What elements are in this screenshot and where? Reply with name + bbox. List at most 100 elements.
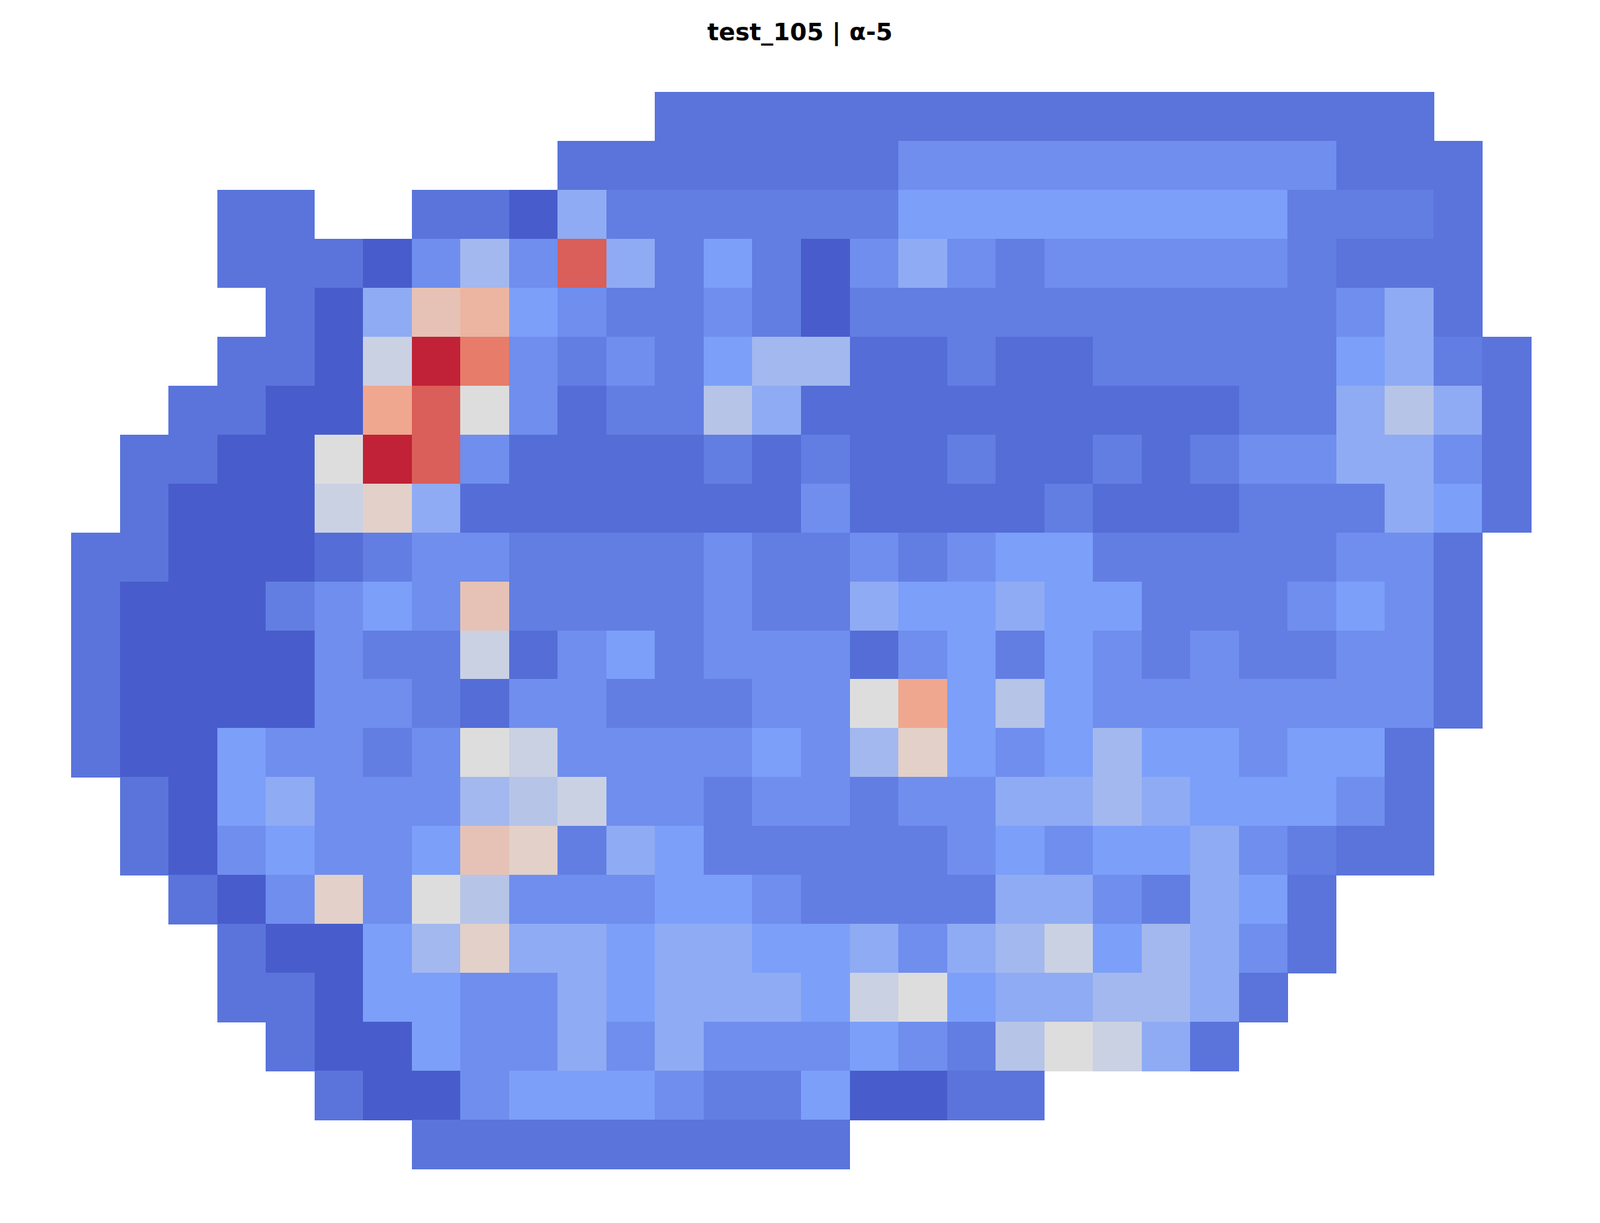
heatmap-cell — [411, 776, 461, 827]
heatmap-cell — [1044, 923, 1094, 974]
heatmap-cell — [801, 385, 850, 436]
heatmap-cell — [1287, 189, 1337, 240]
heatmap-cell — [217, 385, 267, 436]
heatmap-cell — [898, 630, 948, 681]
heatmap-cell — [898, 336, 948, 387]
heatmap-cell — [411, 336, 461, 387]
heatmap-cell — [217, 630, 267, 681]
heatmap-cell — [995, 923, 1045, 974]
heatmap-cell — [411, 287, 461, 338]
heatmap-cell — [606, 483, 656, 534]
heatmap-cell — [1044, 825, 1094, 876]
heatmap-cell — [1433, 189, 1483, 240]
heatmap-cell — [703, 385, 753, 436]
heatmap-cell — [509, 923, 559, 974]
heatmap-cell — [362, 776, 412, 827]
heatmap-cell — [265, 923, 315, 974]
heatmap-cell — [1384, 483, 1434, 534]
heatmap-cell — [703, 678, 753, 729]
heatmap-cell — [362, 336, 412, 387]
heatmap-cell — [509, 238, 559, 289]
heatmap-cell — [1384, 581, 1434, 632]
heatmap-cell — [314, 581, 364, 632]
heatmap-cell — [314, 532, 364, 583]
heatmap-cell — [995, 678, 1045, 729]
heatmap-cell — [1092, 189, 1142, 240]
heatmap-cell — [411, 1119, 461, 1170]
heatmap-cell — [1141, 923, 1191, 974]
heatmap-cell — [411, 923, 461, 974]
heatmap-cell — [557, 483, 607, 534]
heatmap-cell — [265, 581, 315, 632]
heatmap-cell — [1190, 1021, 1240, 1072]
heatmap-cell — [801, 678, 850, 729]
heatmap-cell — [1287, 483, 1337, 534]
heatmap-cell — [752, 1021, 802, 1072]
heatmap-cell — [752, 287, 802, 338]
heatmap-cell — [314, 825, 364, 876]
heatmap-cell — [849, 91, 899, 142]
heatmap-cell — [752, 727, 802, 778]
heatmap-cell — [995, 189, 1045, 240]
heatmap-cell — [1044, 972, 1094, 1023]
heatmap-cell — [654, 385, 704, 436]
heatmap-cell — [509, 287, 559, 338]
heatmap-cell — [1141, 630, 1191, 681]
heatmap-cell — [1384, 385, 1434, 436]
heatmap-cell — [168, 385, 218, 436]
heatmap-cell — [752, 483, 802, 534]
heatmap-cell — [314, 287, 364, 338]
heatmap-cell — [509, 434, 559, 485]
heatmap-cell — [1044, 776, 1094, 827]
heatmap-cell — [1044, 727, 1094, 778]
heatmap-cell — [606, 581, 656, 632]
heatmap-cell — [752, 678, 802, 729]
heatmap-cell — [1141, 336, 1191, 387]
heatmap-cell — [1141, 727, 1191, 778]
heatmap-cell — [1190, 727, 1240, 778]
heatmap-cell — [557, 581, 607, 632]
heatmap-cell — [606, 874, 656, 925]
heatmap-cell — [460, 825, 510, 876]
heatmap-cell — [995, 1021, 1045, 1072]
heatmap-cell — [947, 874, 997, 925]
heatmap-cell — [217, 483, 267, 534]
heatmap-cell — [801, 630, 850, 681]
heatmap-cell — [1044, 189, 1094, 240]
heatmap-cell — [898, 581, 948, 632]
heatmap-cell — [1287, 776, 1337, 827]
heatmap-cell — [120, 630, 170, 681]
heatmap-cell — [460, 727, 510, 778]
heatmap-cell — [314, 1070, 364, 1121]
heatmap-cell — [654, 972, 704, 1023]
heatmap-cell — [703, 287, 753, 338]
heatmap-cell — [801, 1070, 850, 1121]
chart: test_105 | α-5 — [0, 0, 1600, 1223]
heatmap-cell — [1044, 483, 1094, 534]
heatmap-cell — [168, 776, 218, 827]
heatmap-cell — [217, 189, 267, 240]
heatmap-cell — [1287, 91, 1337, 142]
heatmap-cell — [947, 825, 997, 876]
heatmap-cell — [801, 923, 850, 974]
heatmap-cell — [509, 532, 559, 583]
heatmap-cell — [947, 776, 997, 827]
heatmap-cell — [411, 385, 461, 436]
heatmap-cell — [509, 972, 559, 1023]
heatmap-cell — [1239, 189, 1289, 240]
heatmap-cell — [703, 238, 753, 289]
heatmap-cell — [120, 727, 170, 778]
heatmap-cell — [849, 483, 899, 534]
heatmap-cell — [509, 336, 559, 387]
heatmap-cell — [1239, 238, 1289, 289]
heatmap-cell — [606, 238, 656, 289]
heatmap-cell — [947, 385, 997, 436]
heatmap-cell — [362, 581, 412, 632]
heatmap-cell — [217, 923, 267, 974]
heatmap-cell — [1384, 140, 1434, 191]
heatmap-cell — [801, 287, 850, 338]
heatmap-cell — [460, 483, 510, 534]
heatmap-cell — [898, 189, 948, 240]
heatmap-cell — [71, 727, 121, 778]
heatmap-cell — [1141, 91, 1191, 142]
